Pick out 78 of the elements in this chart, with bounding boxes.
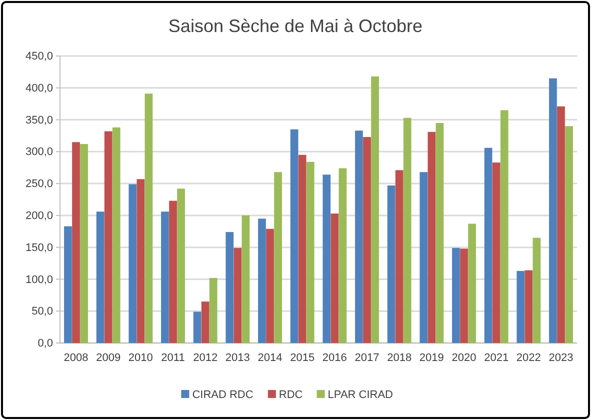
y-tick-label: 250,0 [25, 178, 53, 190]
y-tick-label: 200,0 [25, 210, 53, 222]
y-tick-label: 150,0 [25, 242, 53, 254]
bar [112, 127, 120, 343]
y-tick-label: 400,0 [25, 82, 53, 94]
bar [330, 214, 339, 343]
bar [371, 76, 379, 343]
x-tick-label: 2009 [96, 352, 121, 364]
y-tick-label: 0,0 [38, 338, 53, 350]
bar [420, 172, 428, 343]
bar [565, 126, 573, 343]
bar [274, 172, 282, 343]
x-tick-label: 2021 [484, 352, 509, 364]
x-tick-label: 2013 [225, 352, 250, 364]
x-tick-label: 2008 [64, 352, 88, 364]
bar [234, 248, 242, 343]
bar [452, 248, 460, 343]
x-tick-label: 2023 [548, 352, 574, 364]
bar [460, 248, 468, 343]
bar [201, 302, 210, 343]
bar [516, 270, 525, 343]
bar [298, 154, 306, 343]
x-tick-label: 2016 [322, 352, 347, 364]
bar [104, 131, 112, 343]
bar [500, 110, 508, 343]
bar [306, 162, 314, 343]
x-tick-label: 2020 [452, 352, 476, 364]
y-tick-label: 50,0 [32, 306, 53, 318]
bar [484, 148, 492, 343]
bar [161, 212, 169, 343]
x-tick-label: 2014 [258, 352, 282, 364]
chart-title: Saison Sèche de Mai à Octobre [168, 16, 423, 36]
bar [363, 137, 371, 343]
y-tick-label: 450,0 [25, 50, 53, 63]
bar [322, 174, 331, 343]
bar [387, 185, 396, 343]
x-tick-label: 2017 [354, 352, 380, 364]
y-tick-label: 100,0 [25, 274, 53, 286]
legend-label: LPAR CIRAD [328, 389, 394, 401]
bar [403, 118, 412, 343]
bar [557, 106, 565, 343]
x-tick-label: 2015 [290, 352, 315, 364]
bar [290, 129, 298, 343]
x-tick-label: 2018 [387, 352, 412, 364]
bar [169, 200, 177, 343]
bar [524, 270, 533, 343]
bar [355, 130, 363, 343]
bar [436, 122, 444, 343]
x-tick-label: 2022 [516, 352, 541, 364]
bar [128, 184, 137, 343]
bar [549, 78, 557, 343]
bar [96, 212, 104, 343]
bar [266, 228, 274, 343]
bar [242, 215, 250, 343]
legend-label: RDC [278, 389, 303, 401]
bar [72, 142, 80, 343]
bar [468, 224, 476, 343]
bar [532, 238, 541, 343]
x-tick-label: 2019 [419, 352, 444, 364]
x-tick-label: 2011 [161, 352, 185, 364]
bar [428, 132, 436, 343]
bar [209, 278, 218, 343]
x-tick-label: 2012 [193, 352, 218, 364]
x-tick-label: 2010 [128, 352, 153, 364]
y-tick-label: 300,0 [25, 146, 53, 158]
bar [177, 188, 185, 343]
bar [193, 312, 202, 343]
bar [338, 168, 347, 343]
bar [80, 144, 88, 343]
bar [395, 170, 404, 343]
bar [258, 218, 266, 343]
bar [226, 232, 234, 343]
legend-label: CIRAD RDC [192, 389, 254, 401]
bar [64, 226, 72, 343]
bar [144, 94, 153, 343]
bar [492, 162, 500, 343]
bar [136, 179, 145, 343]
y-tick-label: 350,0 [25, 114, 53, 126]
